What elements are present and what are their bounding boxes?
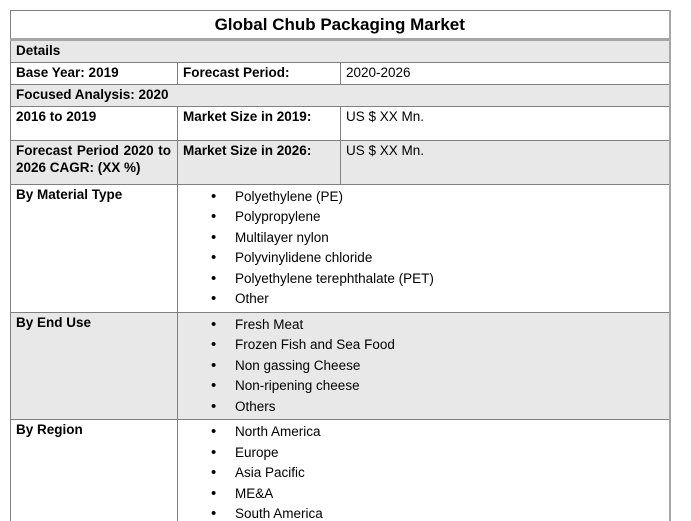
list-item: Fresh Meat (183, 315, 663, 336)
list-item: North America (183, 422, 663, 443)
end-use-bullet-list: Fresh Meat Frozen Fish and Sea Food Non … (183, 315, 663, 418)
details-header: Details (10, 39, 670, 64)
base-year-cell: Base Year: 2019 (10, 62, 178, 85)
market-size-2019-value: US $ XX Mn. (340, 105, 670, 141)
table-title-row: Global Chub Packaging Market (10, 9, 670, 42)
list-item: Non-ripening cheese (183, 376, 663, 397)
focused-analysis-row: Focused Analysis: 2020 (10, 84, 670, 107)
market-size-2026-value: US $ XX Mn. (340, 139, 670, 185)
list-item: South America (183, 504, 663, 521)
base-year-row: Base Year: 2019 Forecast Period: 2020-20… (10, 62, 670, 85)
list-item: Polyvinylidene chloride (183, 248, 663, 269)
segment-end-use-row: By End Use Fresh Meat Frozen Fish and Se… (10, 311, 670, 421)
list-item: Non gassing Cheese (183, 356, 663, 377)
segment-material-type-list: Polyethylene (PE) Polypropylene Multilay… (177, 183, 670, 313)
list-item: Others (183, 397, 663, 418)
list-item: Multilayer nylon (183, 228, 663, 249)
segment-end-use-label: By End Use (10, 311, 178, 421)
list-item: Polypropylene (183, 207, 663, 228)
segment-end-use-list: Fresh Meat Frozen Fish and Sea Food Non … (177, 311, 670, 421)
market-size-2026-label: Market Size in 2026: (177, 139, 341, 185)
segment-region-row: By Region North America Europe Asia Paci… (10, 419, 670, 521)
list-item: Asia Pacific (183, 463, 663, 484)
segment-material-type-label: By Material Type (10, 183, 178, 313)
segment-region-label: By Region (10, 419, 178, 521)
historic-period-cell: 2016 to 2019 (10, 105, 178, 141)
segment-material-type-row: By Material Type Polyethylene (PE) Polyp… (10, 183, 670, 313)
material-type-bullet-list: Polyethylene (PE) Polypropylene Multilay… (183, 187, 663, 310)
focused-analysis-cell: Focused Analysis: 2020 (10, 84, 670, 107)
list-item: Frozen Fish and Sea Food (183, 335, 663, 356)
list-item: Polyethylene terephthalate (PET) (183, 269, 663, 290)
list-item: Other (183, 289, 663, 310)
cagr-cell: Forecast Period 2020 to 2026 CAGR: (XX %… (10, 139, 178, 185)
forecast-period-value: 2020-2026 (340, 62, 670, 85)
market-size-2019-row: 2016 to 2019 Market Size in 2019: US $ X… (10, 105, 670, 141)
details-header-row: Details (10, 39, 670, 64)
list-item: Polyethylene (PE) (183, 187, 663, 208)
table-title: Global Chub Packaging Market (10, 9, 670, 42)
forecast-period-label: Forecast Period: (177, 62, 341, 85)
region-bullet-list: North America Europe Asia Pacific ME&A S… (183, 422, 663, 521)
list-item: ME&A (183, 484, 663, 505)
market-size-2026-row: Forecast Period 2020 to 2026 CAGR: (XX %… (10, 139, 670, 185)
segment-region-list: North America Europe Asia Pacific ME&A S… (177, 419, 670, 521)
market-summary-table: Global Chub Packaging Market Details Bas… (10, 9, 671, 521)
list-item: Europe (183, 443, 663, 464)
market-size-2019-label: Market Size in 2019: (177, 105, 341, 141)
